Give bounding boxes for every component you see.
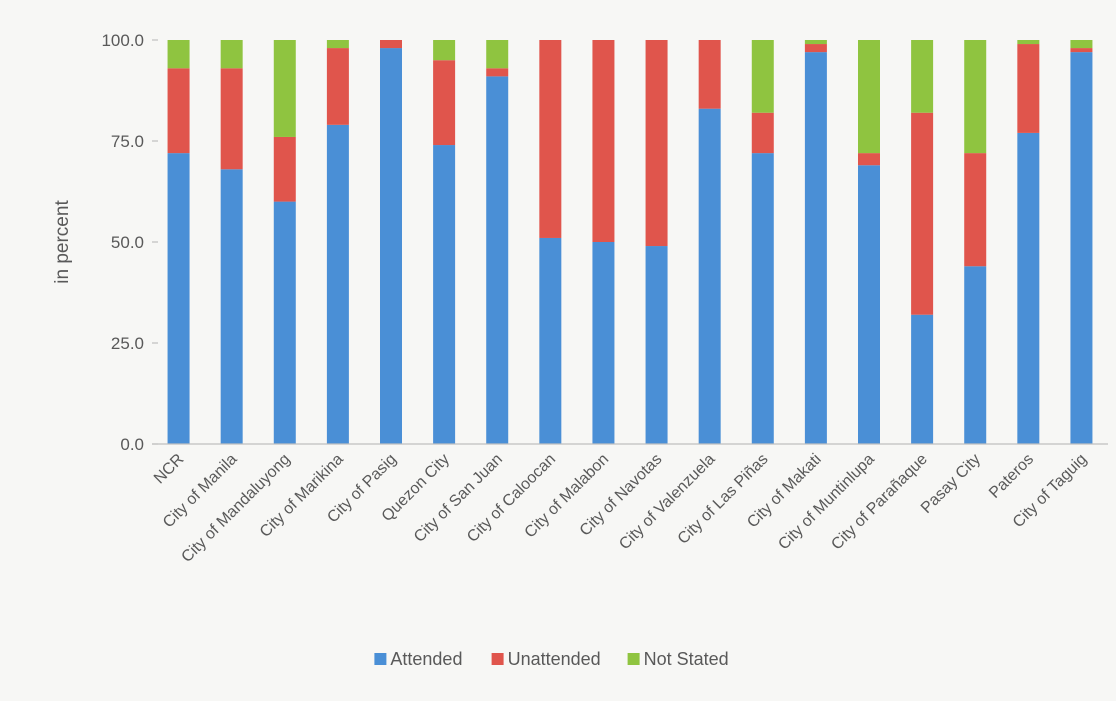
bar-unattended <box>592 40 615 242</box>
bar-attended <box>273 201 296 444</box>
y-tick-label: 75.0 <box>111 132 144 151</box>
bar-attended <box>1070 52 1093 445</box>
bar-unattended <box>751 112 774 154</box>
bar-not-stated <box>1017 40 1040 45</box>
bar-unattended <box>433 60 456 146</box>
bar-unattended <box>220 68 243 170</box>
bar-unattended <box>698 40 721 109</box>
bar-unattended <box>1070 48 1093 53</box>
bar-not-stated <box>273 40 296 137</box>
bar-not-stated <box>433 40 456 61</box>
bar-attended <box>220 169 243 444</box>
x-tick-label: City of Las Piñas <box>675 451 772 548</box>
bar-unattended <box>911 112 934 315</box>
bar-not-stated <box>326 40 349 49</box>
bar-not-stated <box>858 40 880 154</box>
x-tick-label: City of Muntinlupa <box>775 451 878 554</box>
x-tick-label: City of San Juan <box>411 451 506 546</box>
bar-attended <box>858 165 880 445</box>
bar-not-stated <box>486 40 509 69</box>
bar-unattended <box>964 153 987 267</box>
x-tick-label: City of Parañaque <box>828 451 931 554</box>
bar-attended <box>645 246 668 444</box>
bar-unattended <box>486 68 509 77</box>
y-axis-title: in percent <box>52 200 73 284</box>
bar-unattended <box>1017 44 1040 133</box>
bar-not-stated <box>911 40 934 113</box>
bar-attended <box>380 48 402 444</box>
bar-not-stated <box>167 40 190 69</box>
bar-attended <box>592 242 615 444</box>
bars-group <box>167 40 1093 445</box>
legend-label: Attended <box>390 649 462 669</box>
bar-attended <box>698 108 721 445</box>
y-tick-label: 0.0 <box>120 435 144 454</box>
bar-attended <box>751 153 774 444</box>
x-tick-label: City of Valenzuela <box>616 451 718 553</box>
x-tick-label: Pateros <box>986 451 1037 502</box>
bar-attended <box>964 266 987 444</box>
bar-not-stated <box>751 40 774 113</box>
bar-unattended <box>858 153 880 166</box>
y-tick-label: 50.0 <box>111 233 144 252</box>
bar-not-stated <box>964 40 987 154</box>
bar-unattended <box>804 44 827 53</box>
bar-unattended <box>539 40 562 238</box>
legend-swatch-not-stated <box>627 653 640 665</box>
bar-attended <box>326 124 349 444</box>
bar-not-stated <box>804 40 827 45</box>
bar-attended <box>804 52 827 445</box>
legend-label: Not Stated <box>644 649 729 669</box>
bar-attended <box>911 314 934 444</box>
legend-swatch-attended <box>374 653 387 665</box>
x-tick-label: NCR <box>151 451 188 488</box>
bar-attended <box>486 76 509 445</box>
y-axis: 0.0 25.0 50.0 75.0 100.0 <box>101 31 158 454</box>
bar-unattended <box>167 68 190 154</box>
bar-attended <box>433 145 456 445</box>
legend: Attended Unattended Not Stated <box>374 649 729 669</box>
x-tick-label: City of Caloocan <box>464 451 559 546</box>
bar-attended <box>167 153 190 444</box>
bar-attended <box>1017 132 1040 445</box>
bar-unattended <box>380 40 402 49</box>
legend-label: Unattended <box>508 649 601 669</box>
legend-swatch-unattended <box>491 653 504 665</box>
y-tick-label: 100.0 <box>101 31 144 50</box>
bar-unattended <box>645 40 668 247</box>
bar-unattended <box>273 136 296 202</box>
bar-not-stated <box>1070 40 1093 49</box>
bar-attended <box>539 237 562 444</box>
y-tick-label: 25.0 <box>111 334 144 353</box>
bar-not-stated <box>220 40 243 69</box>
bar-unattended <box>326 48 349 125</box>
